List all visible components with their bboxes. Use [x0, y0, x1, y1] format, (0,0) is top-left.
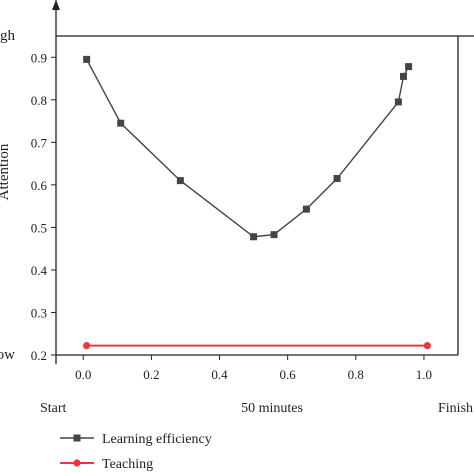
x-tick-label: 1.0 [416, 367, 432, 382]
series-layer [83, 55, 431, 350]
data-point [270, 231, 278, 239]
y-axis-arrow [52, 0, 60, 10]
data-point [250, 233, 258, 241]
right-label-low: Low [0, 347, 15, 363]
x-tick-label: 0.4 [211, 367, 228, 382]
y-tick-label: 0.4 [31, 263, 48, 278]
x-tick-label: 0.8 [348, 367, 364, 382]
data-point [302, 205, 310, 213]
y-tick-label: 0.2 [31, 348, 47, 363]
data-point [333, 174, 341, 182]
right-label-high: High [0, 28, 16, 44]
legend-marker-circle [73, 459, 81, 467]
data-point [83, 55, 91, 63]
y-tick-label: 0.8 [31, 93, 47, 108]
y-axis-label: Attention [0, 143, 12, 200]
legend-label: Teaching [102, 457, 153, 472]
y-tick-label: 0.3 [31, 305, 47, 320]
bottom-label-finish: Finish [438, 401, 473, 416]
x-tick-label: 0.0 [75, 367, 91, 382]
legend-marker-square [73, 434, 81, 442]
x-tick-label: 0.2 [143, 367, 159, 382]
tick-layer: 0.2 0.3 0.4 0.5 0.6 0.7 0.8 0.9 0.0 0.2 0.4 0.6 0.8 1… [31, 50, 432, 382]
y-tick-label: 0.9 [31, 50, 47, 65]
data-point [399, 72, 407, 80]
bottom-label-middle: 50 minutes [241, 401, 303, 416]
y-tick-label: 0.5 [31, 220, 47, 235]
bottom-label-start: Start [40, 401, 67, 416]
plot-frame-layer [52, 0, 474, 364]
legend-label: Learning efficiency [102, 432, 212, 447]
legend: Learning efficiency Teaching [60, 432, 212, 472]
data-point [394, 98, 402, 106]
data-point [117, 119, 125, 127]
x-tick-label: 0.6 [280, 367, 297, 382]
series-line-learning-efficiency [86, 59, 410, 238]
data-point [405, 63, 413, 71]
y-tick-label: 0.6 [31, 178, 48, 193]
y-tick-label: 0.7 [31, 135, 48, 150]
text-layer: Attention High Low Start 50 minutes Fini… [0, 28, 473, 416]
data-point [176, 177, 184, 185]
data-point [83, 342, 91, 350]
data-point [423, 342, 431, 350]
